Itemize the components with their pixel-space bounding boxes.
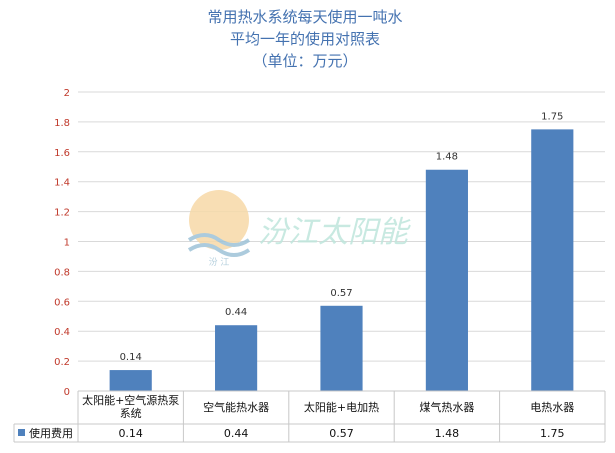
category-label: 电热水器	[530, 401, 574, 414]
bar	[425, 169, 468, 391]
category-label: 太阳能+空气源热泵	[82, 393, 179, 407]
category-label: 系统	[120, 407, 142, 420]
data-label: 0.44	[225, 307, 247, 318]
y-tick-label: 0.2	[54, 357, 70, 368]
bar	[215, 325, 258, 391]
category-label: 空气能热水器	[203, 400, 269, 414]
bars	[109, 129, 574, 391]
data-label: 1.48	[436, 152, 458, 163]
watermark: 汾 江 汾江太阳能	[187, 190, 411, 268]
y-tick-label: 1.6	[54, 148, 70, 159]
y-tick-label: 1	[64, 238, 70, 249]
y-tick-label: 0.4	[54, 327, 70, 338]
chart-title-line-3: （单位：万元）	[252, 52, 357, 70]
y-tick-label: 2	[64, 88, 70, 99]
bar	[531, 129, 574, 391]
chart-title-line-1: 常用热水系统每天使用一吨水	[207, 8, 402, 26]
category-label: 煤气热水器	[419, 400, 474, 414]
sun-logo-icon	[187, 190, 251, 257]
table-value: 0.14	[118, 427, 143, 440]
bar	[320, 305, 363, 391]
data-label: 0.14	[120, 352, 142, 363]
series-name: 使用费用	[29, 427, 73, 440]
legend-swatch	[18, 429, 25, 436]
y-tick-label: 1.4	[54, 178, 70, 189]
y-tick-label: 0.8	[54, 267, 70, 278]
y-tick-label: 0	[64, 387, 70, 398]
table-value: 1.48	[435, 427, 460, 440]
y-tick-label: 0.6	[54, 297, 70, 308]
y-tick-label: 1.8	[54, 118, 70, 129]
y-axis-ticks: 0 0.2 0.4 0.6 0.8 1 1.2 1.4 1.6 1.8 2	[54, 88, 70, 398]
y-tick-label: 1.2	[54, 208, 70, 219]
table-value: 0.57	[329, 427, 354, 440]
data-label: 0.57	[330, 288, 352, 299]
chart-title-line-2: 平均一年的使用对照表	[230, 30, 380, 48]
bar	[109, 370, 152, 391]
table-value: 1.75	[540, 427, 565, 440]
watermark-brand-text: 汾江太阳能	[258, 215, 411, 250]
data-label: 1.75	[541, 111, 563, 122]
watermark-logo-text: 汾 江	[209, 257, 230, 268]
gridlines	[78, 91, 605, 392]
data-labels: 0.14 0.44 0.57 1.48 1.75	[120, 111, 564, 363]
category-label: 太阳能+电加热	[304, 400, 379, 414]
table-value: 0.44	[224, 427, 249, 440]
